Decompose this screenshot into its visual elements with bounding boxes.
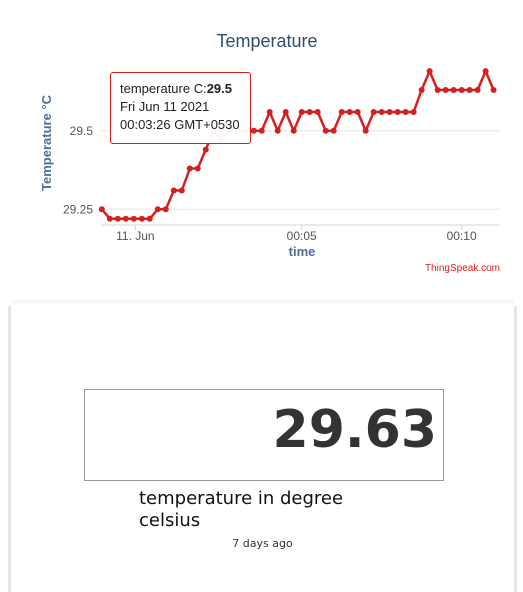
data-point[interactable] [170, 187, 177, 194]
data-point[interactable] [394, 108, 401, 115]
chart-card: Temperature 29.25 29.5 11. Jun 00:05 00:10 … [0, 0, 523, 290]
data-point[interactable] [202, 146, 209, 153]
x-axis-title: time [289, 244, 316, 259]
y-axis-title: Temperature °C [39, 94, 54, 191]
data-point[interactable] [362, 127, 369, 134]
tooltip-series-label: temperature C: [120, 81, 207, 96]
chart-credit[interactable]: ThingSpeak.com [425, 263, 500, 274]
data-point[interactable] [274, 127, 281, 134]
data-point[interactable] [346, 108, 353, 115]
last-updated: 7 days ago [232, 537, 293, 550]
data-point[interactable] [258, 127, 265, 134]
value-box: 29.63 [84, 389, 444, 481]
y-tick-labels: 29.25 29.5 [63, 124, 93, 217]
numeric-display-widget: 29.63 temperature in degree celsius 7 da… [8, 300, 517, 592]
data-point[interactable] [290, 127, 297, 134]
data-point[interactable] [322, 127, 329, 134]
chart-tooltip: temperature C:29.5 Fri Jun 11 2021 00:03… [110, 72, 251, 144]
data-point[interactable] [314, 108, 321, 115]
data-point[interactable] [122, 215, 129, 222]
data-point[interactable] [458, 86, 465, 93]
tooltip-time: 00:03:26 GMT+0530 [120, 117, 240, 132]
data-point[interactable] [282, 108, 289, 115]
data-point[interactable] [402, 108, 409, 115]
series-temperature [98, 68, 497, 222]
series-line [100, 69, 495, 220]
data-point[interactable] [114, 215, 121, 222]
data-point[interactable] [482, 68, 489, 75]
data-point[interactable] [130, 215, 137, 222]
data-point[interactable] [250, 127, 257, 134]
x-tick-labels: 11. Jun 00:05 00:10 [116, 225, 477, 243]
data-point[interactable] [418, 86, 425, 93]
data-point[interactable] [338, 108, 345, 115]
data-point[interactable] [186, 165, 193, 172]
data-point[interactable] [98, 206, 105, 213]
data-point[interactable] [298, 108, 305, 115]
data-point[interactable] [106, 215, 113, 222]
y-tick-label: 29.25 [63, 202, 93, 216]
data-point[interactable] [490, 86, 497, 93]
data-point[interactable] [442, 86, 449, 93]
tooltip-value: 29.5 [206, 81, 233, 96]
x-tick-label: 00:05 [287, 229, 317, 243]
tooltip-value-line: temperature C:29.5 [120, 80, 242, 98]
chart-title: Temperature [216, 31, 317, 51]
data-point[interactable] [162, 206, 169, 213]
data-point[interactable] [426, 68, 433, 75]
data-point[interactable] [138, 215, 145, 222]
widget-label: temperature in degree celsius [139, 488, 344, 531]
current-value: 29.63 [272, 400, 437, 460]
data-point[interactable] [178, 187, 185, 194]
data-point[interactable] [194, 165, 201, 172]
data-point[interactable] [330, 127, 337, 134]
data-point[interactable] [466, 86, 473, 93]
tooltip-date: Fri Jun 11 2021 [120, 99, 210, 114]
data-point[interactable] [434, 86, 441, 93]
data-point[interactable] [354, 108, 361, 115]
x-tick-label: 11. Jun [116, 229, 154, 243]
data-point[interactable] [474, 86, 481, 93]
x-tick-label: 00:10 [447, 229, 477, 243]
data-point[interactable] [154, 206, 161, 213]
data-point[interactable] [146, 215, 153, 222]
data-point[interactable] [306, 108, 313, 115]
data-point[interactable] [450, 86, 457, 93]
data-point[interactable] [266, 108, 273, 115]
data-point[interactable] [410, 108, 417, 115]
y-tick-label: 29.5 [70, 124, 94, 138]
data-point[interactable] [370, 108, 377, 115]
data-point[interactable] [386, 108, 393, 115]
data-point[interactable] [378, 108, 385, 115]
